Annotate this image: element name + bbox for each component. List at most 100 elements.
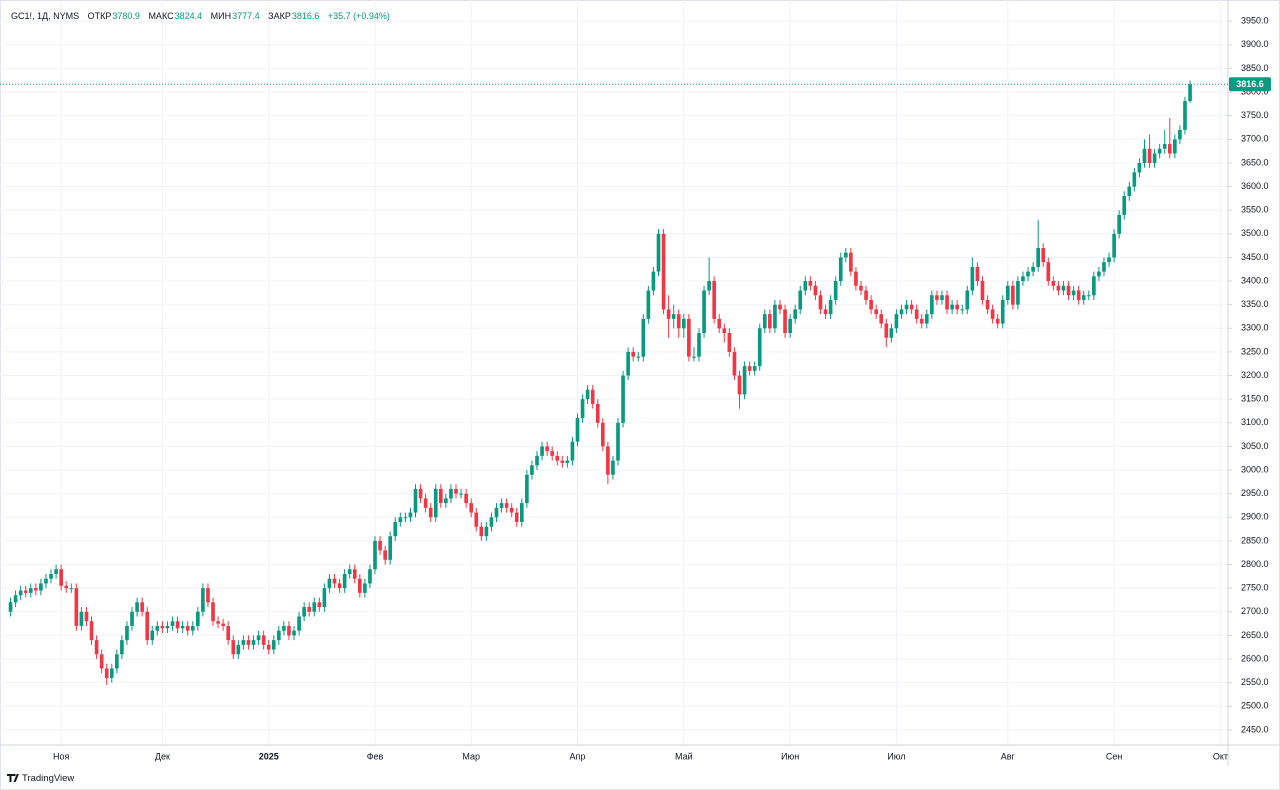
candle-body [783,309,787,334]
candle-body [28,588,33,593]
candle-body [930,295,934,315]
candle-body [1097,271,1101,277]
candle-body [1061,285,1066,291]
x-tick-label: Окт [1213,751,1228,761]
candle-body [383,550,387,560]
candle-body [702,290,706,334]
candle-body [266,644,271,650]
candle-body [914,309,919,319]
candle-body [89,621,94,641]
candle-body [39,583,43,591]
candle-body [722,328,727,334]
candle-body [530,465,534,475]
candle-body [970,266,975,291]
candle-body [1021,276,1025,282]
candle-body [1102,262,1106,272]
candle-body [206,588,210,603]
x-tick-label: Сен [1106,751,1123,761]
candle-body [611,460,615,475]
y-tick-label: 2800.0 [1241,559,1269,569]
candle-body [818,295,823,310]
candle-body [474,512,479,527]
candle-body [489,517,494,527]
candle-body [661,233,666,310]
candle-body [130,611,134,626]
candle-body [302,607,306,617]
candle-body [413,488,418,513]
candle-body [104,668,109,678]
candle-body [894,314,899,329]
candle-body [423,498,428,508]
candle-body [175,621,180,629]
candle-body [1026,271,1030,277]
y-tick-label: 3100.0 [1241,417,1269,427]
candle-body [945,295,949,310]
candle-body [955,304,959,310]
candle-body [216,621,220,624]
candle-body [636,356,641,358]
candle-body [1117,214,1121,234]
candle-body [550,451,555,456]
candle-body [884,323,889,338]
candle-body [975,266,980,282]
candle-body [1188,84,1192,102]
candle-body [747,366,752,371]
candle-body [59,569,63,586]
candle-body [312,602,317,612]
candle-body [879,314,884,324]
candle-body [499,503,504,508]
candle-body [1167,144,1172,154]
candle-body [180,625,185,629]
legend: GC1!, 1Д, NYMS ОТКР3780.9 МАКС3824.4 МИН… [11,11,396,21]
candle-body [99,654,104,669]
candle-body [74,588,79,626]
candle-body [231,640,236,655]
candle-body [479,526,484,537]
y-tick-label: 2950.0 [1241,488,1269,498]
candle-body [185,625,190,631]
x-tick-label: 2025 [259,751,279,761]
candle-body [859,285,863,291]
candle-body [641,318,646,357]
candle-body [317,602,322,608]
y-tick-label: 3600.0 [1241,181,1269,191]
candle-body [352,569,357,579]
candle-body [519,503,524,523]
candle-body [190,625,195,631]
y-tick-label: 2650.0 [1241,630,1269,640]
candle-body [980,281,985,300]
candle-body [221,623,225,626]
candle-body [778,304,782,310]
low-value: 3777.4 [232,11,260,21]
candle-body [1086,295,1091,297]
candle-body [1041,247,1046,263]
candle-body [854,271,858,286]
candle-body [469,503,474,513]
candle-body [1157,148,1162,154]
candle-body [580,399,585,419]
candle-body [919,318,924,324]
candle-body [49,573,53,579]
last-price-label: 3816.6 [1236,79,1264,89]
candle-body [378,540,382,551]
candle-body [1107,257,1111,263]
candle-body [595,403,600,423]
y-tick-label: 3850.0 [1241,63,1269,73]
candle-body [337,583,342,589]
candle-body [585,389,590,400]
candle-body [712,281,717,319]
candle-body [484,526,489,537]
y-tick-label: 2600.0 [1241,653,1269,663]
candle-body [1137,162,1142,173]
candle-body [428,507,433,518]
candle-body [236,644,241,655]
candle-body [651,271,656,291]
candle-body [990,309,995,319]
candle-body [570,441,575,461]
y-tick-label: 2850.0 [1241,535,1269,545]
candle-body [211,602,215,622]
candle-body [545,446,549,452]
candle-body [869,299,873,310]
candle-body [692,356,696,358]
